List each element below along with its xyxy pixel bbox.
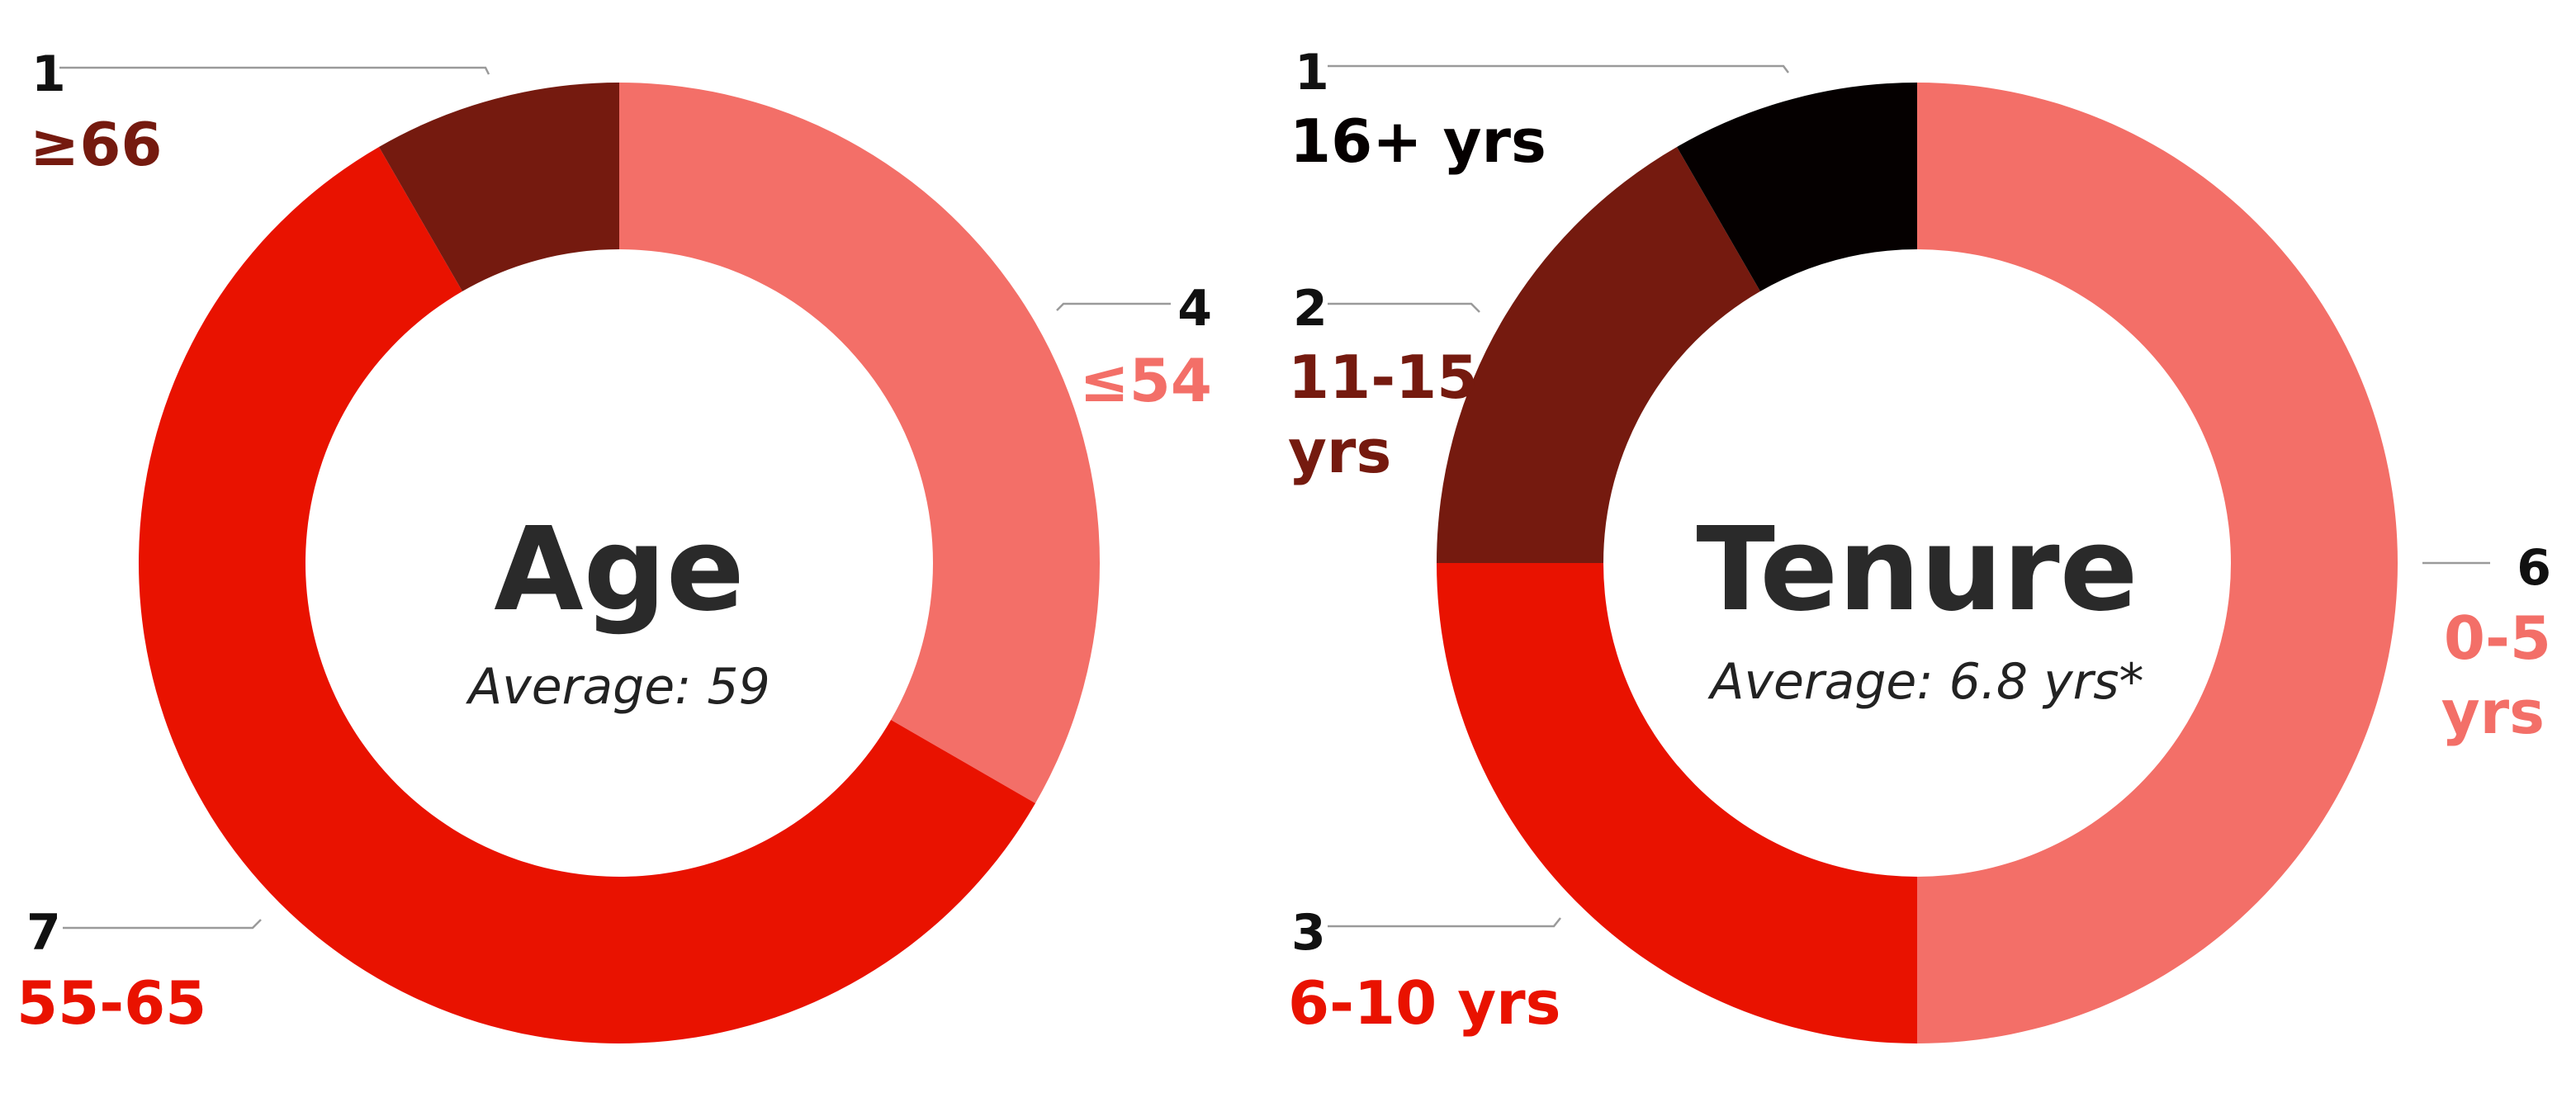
tenure-11-15-count: 2 — [1293, 280, 1328, 338]
age-donut-ring — [139, 83, 1100, 1043]
tenure-6-10-label: 6-10 yrs — [1288, 968, 1561, 1038]
tenure-0-5-count: 6 — [2517, 539, 2551, 597]
tenure-slice-3 — [1677, 83, 1917, 291]
tenure-11-15-label-line2: yrs — [1288, 417, 1391, 486]
age-slice-0 — [619, 83, 1100, 803]
age-slice-1 — [139, 146, 1036, 1043]
age-66plus-count: 1 — [31, 45, 66, 103]
tenure-16plus-count: 1 — [1295, 44, 1329, 102]
age-55-65-label: 55-65 — [17, 968, 206, 1038]
tenure-chart-subtitle: Average: 6.8 yrs* — [1707, 653, 2143, 711]
age-chart-subtitle: Average: 59 — [465, 658, 770, 716]
age-54under-count: 4 — [1177, 280, 1212, 338]
leader-line-tenure-6-10 — [1328, 917, 1561, 928]
tenure-11-15-label-line1: 11-15 — [1288, 343, 1478, 412]
tenure-6-10-count: 3 — [1291, 904, 1326, 962]
age-54under-label: ≤54 — [1079, 346, 1212, 415]
leader-line-tenure-11-15 — [1328, 302, 1480, 313]
tenure-chart-title: Tenure — [1696, 503, 2138, 637]
age-slice-2 — [379, 83, 619, 291]
age-chart-title: Age — [494, 503, 745, 637]
leader-line-age-54under — [1056, 302, 1171, 311]
tenure-0-5-label-line1: 0-5 — [2444, 603, 2551, 673]
tenure-donut-ring — [1437, 83, 2398, 1043]
tenure-slice-0 — [1917, 83, 2398, 1043]
tenure-slice-1 — [1437, 563, 1917, 1043]
leader-line-tenure-16plus — [1328, 64, 1789, 73]
tenure-donut-chart: Tenure Average: 6.8 yrs* 1 16+ yrs 2 11-… — [1288, 44, 2551, 1043]
tenure-16plus-label: 16+ yrs — [1290, 106, 1546, 176]
tenure-slice-2 — [1437, 146, 1760, 564]
leader-line-age-55-65 — [63, 919, 262, 930]
tenure-0-5-label-line2: yrs — [2441, 678, 2545, 747]
age-55-65-count: 7 — [26, 904, 61, 962]
leader-line-age-66plus — [59, 66, 490, 75]
age-donut-chart: Age Average: 59 1 ≥66 4 ≤54 7 55-65 — [17, 45, 1212, 1043]
age-66plus-label: ≥66 — [30, 110, 163, 179]
